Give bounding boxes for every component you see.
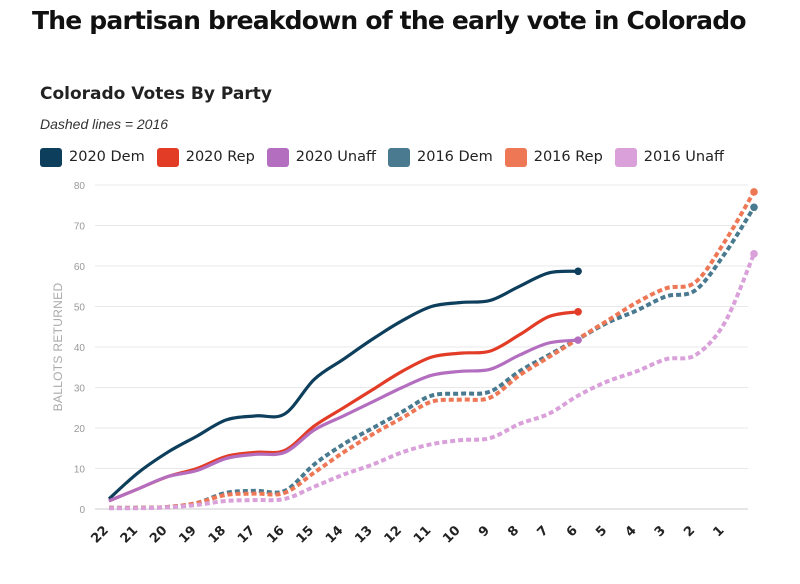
x-tick-label: 4 (623, 523, 640, 540)
series-endpoint-2016-dem (750, 203, 758, 212)
series-endpoint-2016-unaff (750, 250, 758, 258)
y-tick-label: 60 (74, 262, 86, 273)
legend-label-2016-rep: 2016 Rep (533, 149, 603, 165)
y-tick-label: 50 (74, 303, 86, 314)
y-tick-label: 30 (74, 384, 86, 395)
legend: 2020 Dem 2020 Rep 2020 Unaff 2016 Dem 20… (40, 144, 780, 170)
y-tick-label: 20 (74, 424, 86, 435)
legend-swatch-2016-rep (504, 147, 527, 167)
x-tick-label: 3 (652, 523, 669, 540)
legend-label-2020-unaff: 2020 Unaff (295, 149, 376, 165)
legend-swatch-2020-rep (156, 147, 179, 167)
x-tick-label: 11 (411, 523, 434, 546)
legend-item-2020-dem[interactable]: 2020 Dem (40, 147, 145, 167)
series-endpoint-2020-rep (574, 307, 582, 316)
gridlines (95, 184, 748, 510)
y-tick-label: 70 (74, 222, 86, 233)
x-tick-label: 21 (118, 523, 141, 546)
x-tick-label: 14 (323, 523, 346, 546)
series-endpoint-2020-dem (574, 267, 582, 276)
chart-subtitle: Dashed lines = 2016 (40, 116, 169, 132)
y-axis-ticks: 0 10 20 30 40 50 60 70 80 (74, 181, 86, 516)
series-endpoint-2020-unaff (574, 336, 582, 344)
x-tick-label: 8 (505, 523, 522, 540)
x-tick-label: 7 (535, 523, 552, 540)
x-tick-label: 1 (711, 523, 728, 540)
x-tick-label: 5 (593, 523, 610, 540)
x-tick-label: 2 (681, 523, 698, 540)
series-endpoint-2016-rep (750, 188, 758, 196)
x-tick-label: 18 (206, 523, 229, 546)
x-tick-label: 19 (176, 523, 199, 546)
x-tick-label: 16 (264, 523, 287, 546)
legend-swatch-2016-dem (388, 147, 410, 167)
y-tick-label: 0 (79, 505, 85, 516)
x-tick-label: 15 (294, 523, 317, 546)
series-line-2020-dem (107, 269, 579, 501)
chart-title: Colorado Votes By Party (40, 84, 272, 104)
legend-item-2020-unaff[interactable]: 2020 Unaff (266, 147, 376, 167)
legend-label-2020-rep: 2020 Rep (185, 149, 255, 165)
series-line-2016-dem (108, 206, 756, 510)
headline: The partisan breakdown of the early vote… (32, 6, 747, 35)
series-line-2016-unaff (108, 253, 756, 511)
legend-label-2016-unaff: 2016 Unaff (643, 149, 724, 165)
x-tick-label: 20 (147, 523, 170, 546)
y-axis-title: BALLOTS RETURNED (51, 283, 65, 412)
legend-swatch-2020-unaff (266, 147, 289, 167)
x-tick-label: 9 (476, 523, 493, 540)
x-tick-label: 17 (235, 523, 258, 546)
x-tick-label: 10 (440, 523, 463, 546)
series-lines (107, 188, 758, 511)
legend-swatch-2016-unaff (614, 147, 637, 167)
x-axis-ticks: 22 21 20 19 18 17 16 15 14 13 12 11 10 9 8 7 6 5 4 3 2 1 (88, 523, 727, 546)
legend-item-2020-rep[interactable]: 2020 Rep (156, 147, 255, 167)
y-tick-label: 10 (74, 465, 86, 476)
series-line-2020-unaff (108, 338, 579, 503)
x-tick-label: 12 (382, 523, 405, 546)
series-line-2016-rep (108, 190, 756, 510)
x-tick-label: 6 (564, 523, 581, 540)
legend-label-2016-dem: 2016 Dem (417, 149, 493, 165)
x-tick-label: 13 (352, 523, 375, 546)
y-tick-label: 40 (74, 343, 86, 354)
legend-item-2016-rep[interactable]: 2016 Rep (504, 147, 603, 167)
y-tick-label: 80 (74, 181, 86, 192)
x-tick-label: 22 (88, 523, 111, 546)
legend-swatch-2020-dem (40, 147, 62, 167)
legend-item-2016-dem[interactable]: 2016 Dem (388, 147, 493, 167)
legend-label-2020-dem: 2020 Dem (69, 149, 145, 165)
legend-item-2016-unaff[interactable]: 2016 Unaff (614, 147, 724, 167)
